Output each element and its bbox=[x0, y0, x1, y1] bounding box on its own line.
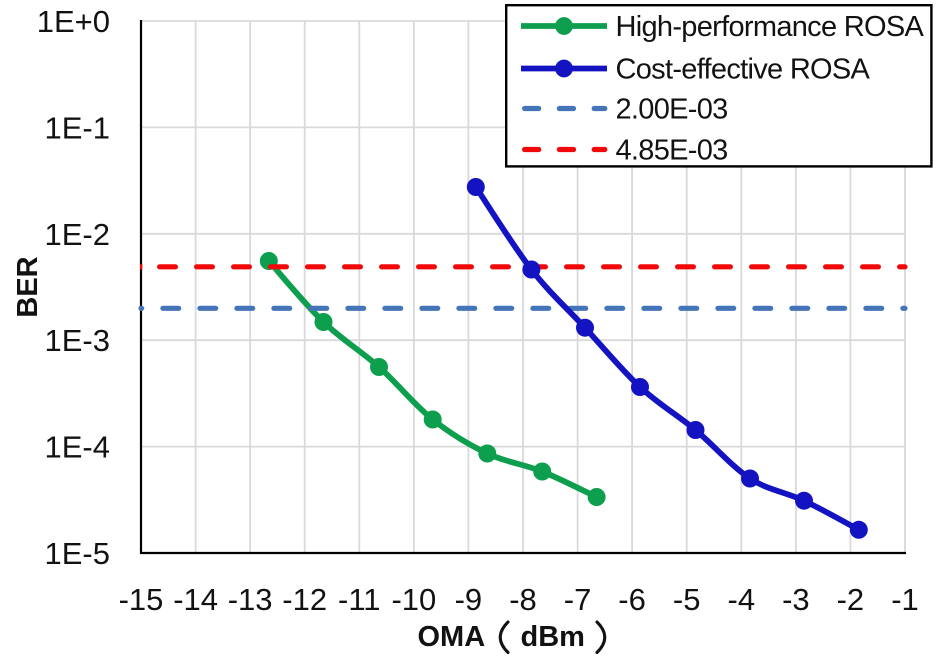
svg-text:-6: -6 bbox=[618, 582, 646, 617]
svg-text:OMA: OMA bbox=[418, 621, 486, 653]
svg-text:-14: -14 bbox=[173, 582, 218, 617]
svg-text:-9: -9 bbox=[455, 582, 483, 617]
svg-text:dBm: dBm bbox=[521, 621, 585, 653]
svg-text:1E-1: 1E-1 bbox=[45, 110, 110, 145]
svg-text:1E-5: 1E-5 bbox=[45, 536, 110, 571]
svg-text:4.85E-03: 4.85E-03 bbox=[616, 135, 728, 167]
svg-text:-13: -13 bbox=[228, 582, 273, 617]
svg-text:1E-4: 1E-4 bbox=[45, 430, 110, 465]
svg-text:BER: BER bbox=[12, 256, 44, 317]
svg-text:1E-2: 1E-2 bbox=[45, 217, 110, 252]
svg-text:-7: -7 bbox=[564, 582, 592, 617]
svg-text:-11: -11 bbox=[338, 582, 381, 617]
svg-text:Cost-effective ROSA: Cost-effective ROSA bbox=[616, 54, 871, 86]
svg-text:High-performance ROSA: High-performance ROSA bbox=[616, 11, 925, 43]
svg-text:-4: -4 bbox=[728, 582, 756, 617]
svg-text:-3: -3 bbox=[782, 582, 810, 617]
svg-text:2.00E-03: 2.00E-03 bbox=[616, 94, 728, 126]
svg-text:1E+0: 1E+0 bbox=[37, 4, 110, 39]
svg-text:-2: -2 bbox=[837, 582, 865, 617]
svg-text:-15: -15 bbox=[119, 582, 164, 617]
svg-text:-5: -5 bbox=[673, 582, 701, 617]
svg-text:-10: -10 bbox=[391, 582, 436, 617]
svg-text:-12: -12 bbox=[282, 582, 327, 617]
svg-text:-8: -8 bbox=[509, 582, 537, 617]
svg-text:1E-3: 1E-3 bbox=[45, 323, 110, 358]
svg-text:-1: -1 bbox=[891, 582, 919, 617]
